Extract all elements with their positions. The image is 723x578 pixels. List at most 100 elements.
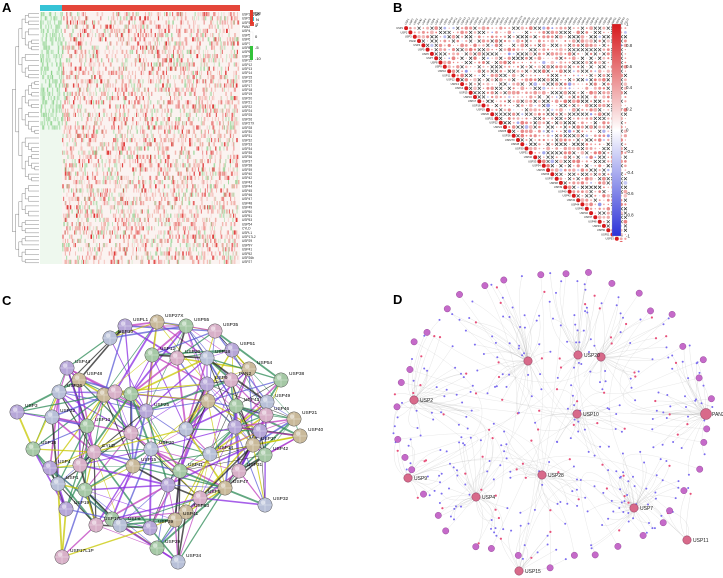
corr-col-label: USP10 [446,16,454,26]
heatmap-cell [155,24,157,29]
heatmap-cell [161,238,163,243]
heatmap-cell [46,28,48,33]
heatmap-cell [149,138,151,143]
corr-cell-insig [507,35,512,39]
heatmap-cell [235,217,236,222]
heatmap-cell [169,230,171,235]
heatmap-cell [200,188,201,193]
heatmap-cell [85,16,87,21]
heatmap-cell [139,163,142,168]
heatmap-cell [213,75,215,80]
corr-cell [528,26,533,30]
heatmap-cell [109,175,111,180]
heatmap-cell [191,213,193,218]
heatmap-cell [78,180,80,185]
heatmap-cell [44,41,46,46]
heatmap-cell [81,209,83,214]
heatmap-cell [159,133,162,138]
heatmap-cell [56,70,58,75]
heatmap-cell [136,184,137,189]
heatmap-cell [99,142,101,147]
heatmap-cell [209,41,211,46]
heatmap-cell [113,255,115,260]
heatmap-cell [145,121,146,126]
heatmap-cell [166,58,168,63]
heatmap-cell [42,58,44,63]
heatmap-cell [212,205,215,210]
heatmap-cell [59,125,61,130]
heatmap-cell [163,209,165,214]
heatmap-cell [144,112,147,117]
heatmap-cell [165,138,167,143]
heatmap-cell [48,49,50,54]
heatmap-cell [140,33,141,38]
heatmap-cell [73,100,74,105]
heatmap-cell [173,222,175,227]
heatmap-cell [111,125,113,130]
heatmap-cell [118,129,119,134]
heatmap-cell [177,251,180,256]
heatmap-cell [42,41,44,46]
heatmap-cell [204,251,206,256]
heatmap-cell [229,37,232,42]
heatmap-cell [104,201,106,206]
corr-cell-insig [580,43,585,48]
heatmap-cell [92,247,94,252]
heatmap-cell [77,133,79,138]
heatmap-cell [133,217,136,222]
heatmap-cell [113,251,116,256]
heatmap-cell [199,159,201,164]
heatmap-cell [93,138,94,143]
dendrogram-branch [21,141,26,170]
heatmap-cell [128,180,130,185]
heatmap-cell [168,167,170,172]
heatmap-cell [81,12,83,17]
heatmap-cell [150,45,152,50]
heatmap-cell [191,188,193,193]
heatmap-cell [169,45,171,50]
heatmap-cell [64,121,66,126]
heatmap-cell [67,45,69,50]
heatmap-cell [76,24,78,29]
heatmap-cell [214,66,216,71]
heatmap-cell [120,75,123,80]
heatmap-cell [153,66,154,71]
heatmap-cell [234,121,236,126]
corr-cell [435,31,438,34]
heatmap-cell [72,154,74,159]
heatmap-cell [208,58,210,63]
heatmap-cell [175,196,177,201]
corr-cell [598,35,601,39]
heatmap-cell [178,104,180,109]
heatmap-cell [191,188,193,193]
heatmap-cell [42,20,44,25]
heatmap-cell [227,125,229,130]
scale-tick-3: -5 [255,45,259,50]
heatmap-cell [132,234,135,239]
heatmap-cell [63,217,65,222]
heatmap-cell [77,217,79,222]
heatmap-cell [136,45,138,50]
heatmap-cell [108,49,110,54]
heatmap-row-label: USP3 [242,21,251,25]
heatmap-cell [168,28,170,33]
heatmap-cell [93,163,95,168]
heatmap-cell [121,259,123,264]
heatmap-cell [172,62,174,67]
heatmap-cell [164,230,166,235]
heatmap-cell [151,70,152,75]
heatmap-cell [88,196,91,201]
heatmap-cell [214,243,217,248]
heatmap-cell [143,129,146,134]
heatmap-cell [223,213,226,218]
heatmap-cell [210,238,212,243]
heatmap-cell [157,87,159,92]
heatmap-cell [86,58,88,63]
heatmap-cell [223,146,225,151]
heatmap-cell [176,222,177,227]
heatmap-cell [182,255,184,260]
heatmap-cell [128,83,130,88]
heatmap-cell [132,251,134,256]
heatmap-cell [59,58,62,63]
heatmap-cell [67,108,69,113]
